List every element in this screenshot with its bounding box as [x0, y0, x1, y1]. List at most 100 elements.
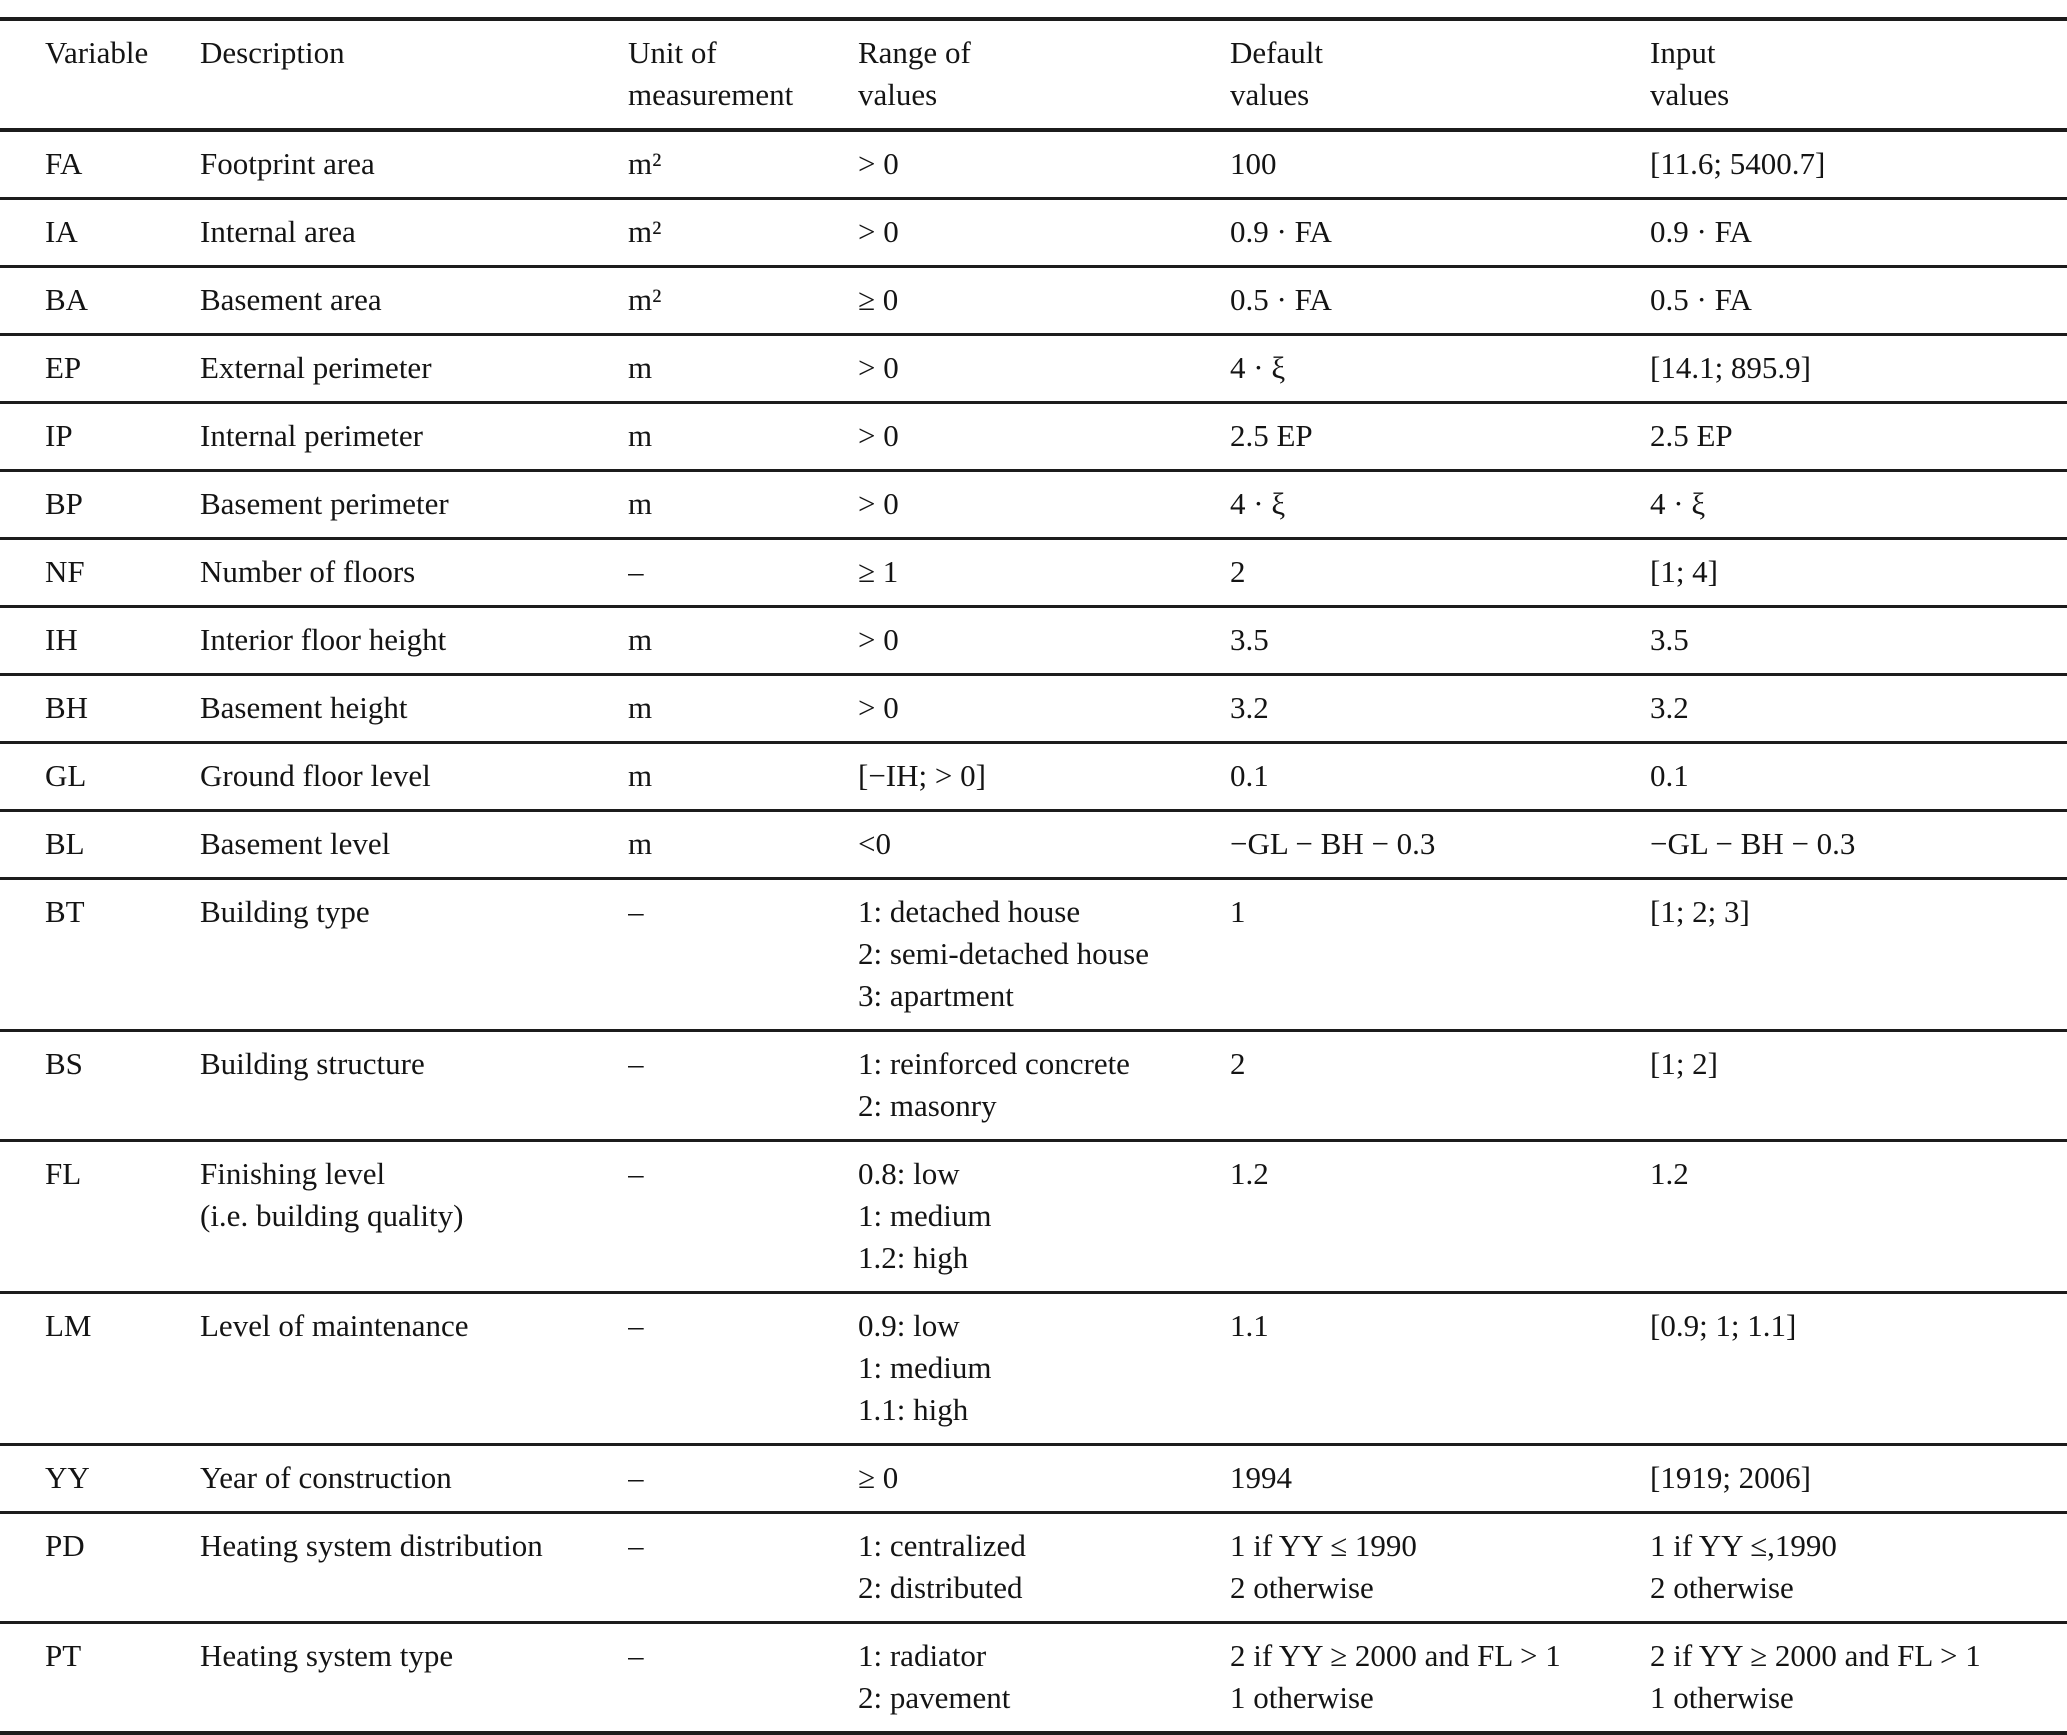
cell-description: Level of maintenance	[200, 1308, 469, 1343]
cell-variable: YY	[45, 1460, 90, 1495]
cell-unit: –	[628, 1046, 644, 1081]
cell-default: 100	[1230, 146, 1277, 181]
table-header: Variable Description Unit of measurement…	[0, 19, 2067, 130]
column-header-range: Range of values	[858, 35, 971, 112]
table-row: BP Basement perimeter m > 0 4 · ξ 4 · ξ	[0, 470, 2067, 539]
cell-input: [1; 2]	[1650, 1046, 1719, 1081]
cell-variable: BA	[45, 282, 89, 317]
cell-unit: m	[628, 826, 653, 861]
table-row: BT Building type – 1: detached house 2: …	[0, 878, 2067, 1031]
table-row: NF Number of floors – ≥ 1 2 [1; 4]	[0, 538, 2067, 607]
cell-default: 1	[1230, 894, 1246, 929]
cell-unit: m	[628, 690, 653, 725]
table-row: IP Internal perimeter m > 0 2.5 EP 2.5 E…	[0, 402, 2067, 471]
table-row: YY Year of construction – ≥ 0 1994 [1919…	[0, 1444, 2067, 1513]
table-row: FL Finishing level (i.e. building qualit…	[0, 1140, 2067, 1293]
cell-input: −GL − BH − 0.3	[1650, 826, 1856, 861]
cell-default: 1994	[1230, 1460, 1292, 1495]
cell-default: 4 · ξ	[1230, 486, 1286, 521]
cell-description: External perimeter	[200, 350, 432, 385]
column-header-description: Description	[200, 35, 345, 70]
cell-unit: m	[628, 758, 653, 793]
cell-range: ≥ 0	[858, 1460, 899, 1495]
column-header-variable: Variable	[45, 35, 149, 70]
cell-input: 3.5	[1650, 622, 1689, 657]
cell-variable: BH	[45, 690, 89, 725]
cell-input: 2.5 EP	[1650, 418, 1733, 453]
table-row: BA Basement area m² ≥ 0 0.5 · FA 0.5 · F…	[0, 266, 2067, 335]
table-row: IH Interior floor height m > 0 3.5 3.5	[0, 606, 2067, 675]
cell-unit: –	[628, 1638, 644, 1673]
cell-variable: IP	[45, 418, 73, 453]
cell-description: Internal area	[200, 214, 356, 249]
cell-default: 2	[1230, 554, 1246, 589]
cell-variable: PD	[45, 1528, 85, 1563]
cell-description: Heating system type	[200, 1638, 454, 1673]
cell-input: [1919; 2006]	[1650, 1460, 1812, 1495]
table-row: IA Internal area m² > 0 0.9 · FA 0.9 · F…	[0, 198, 2067, 267]
cell-variable: BL	[45, 826, 85, 861]
cell-description: Internal perimeter	[200, 418, 423, 453]
table-row: GL Ground floor level m [−IH; > 0] 0.1 0…	[0, 742, 2067, 811]
table-row: FA Footprint area m² > 0 100 [11.6; 5400…	[0, 130, 2067, 199]
cell-description: Ground floor level	[200, 758, 431, 793]
cell-description: Year of construction	[200, 1460, 452, 1495]
cell-input: 3.2	[1650, 690, 1689, 725]
cell-range: ≥ 0	[858, 282, 899, 317]
cell-unit: m	[628, 350, 653, 385]
cell-default: 0.9 · FA	[1230, 214, 1332, 249]
cell-description: Finishing level (i.e. building quality)	[200, 1156, 464, 1233]
cell-unit: m²	[628, 214, 662, 249]
cell-input: 0.5 · FA	[1650, 282, 1752, 317]
cell-description: Interior floor height	[200, 622, 447, 657]
cell-range: ≥ 1	[858, 554, 899, 589]
cell-description: Footprint area	[200, 146, 375, 181]
cell-range: > 0	[858, 214, 899, 249]
cell-description: Basement height	[200, 690, 408, 725]
cell-variable: NF	[45, 554, 85, 589]
cell-range: 0.9: low 1: medium 1.1: high	[858, 1308, 992, 1427]
cell-input: 0.9 · FA	[1650, 214, 1752, 249]
cell-default: 3.2	[1230, 690, 1269, 725]
cell-input: [1; 4]	[1650, 554, 1719, 589]
cell-variable: BP	[45, 486, 83, 521]
cell-variable: IH	[45, 622, 78, 657]
cell-default: −GL − BH − 0.3	[1230, 826, 1436, 861]
cell-description: Building structure	[200, 1046, 425, 1081]
cell-input: 1 if YY ≤,1990 2 otherwise	[1650, 1528, 1837, 1605]
cell-description: Number of floors	[200, 554, 416, 589]
column-header-input: Input values	[1650, 35, 1730, 112]
cell-variable: GL	[45, 758, 87, 793]
cell-variable: FA	[45, 146, 83, 181]
cell-description: Basement level	[200, 826, 391, 861]
cell-unit: –	[628, 1460, 644, 1495]
cell-variable: IA	[45, 214, 78, 249]
cell-range: [−IH; > 0]	[858, 758, 986, 793]
cell-unit: –	[628, 1156, 644, 1191]
cell-input: [11.6; 5400.7]	[1650, 146, 1826, 181]
table-row: EP External perimeter m > 0 4 · ξ [14.1;…	[0, 334, 2067, 403]
cell-input: 0.1	[1650, 758, 1689, 793]
cell-range: 0.8: low 1: medium 1.2: high	[858, 1156, 992, 1275]
table-row: PD Heating system distribution – 1: cent…	[0, 1512, 2067, 1623]
cell-range: <0	[858, 826, 891, 861]
cell-input: [14.1; 895.9]	[1650, 350, 1812, 385]
cell-range: 1: reinforced concrete 2: masonry	[858, 1046, 1130, 1123]
variables-table: Variable Description Unit of measurement…	[0, 17, 2067, 1735]
cell-input: [1; 2; 3]	[1650, 894, 1750, 929]
cell-unit: –	[628, 894, 644, 929]
cell-range: > 0	[858, 350, 899, 385]
cell-unit: –	[628, 1528, 644, 1563]
cell-description: Heating system distribution	[200, 1528, 543, 1563]
cell-unit: –	[628, 1308, 644, 1343]
cell-default: 2.5 EP	[1230, 418, 1313, 453]
cell-description: Basement perimeter	[200, 486, 449, 521]
table-row: BL Basement level m <0 −GL − BH − 0.3 −G…	[0, 810, 2067, 879]
cell-range: > 0	[858, 146, 899, 181]
cell-variable: FL	[45, 1156, 82, 1191]
cell-input: [0.9; 1; 1.1]	[1650, 1308, 1797, 1343]
cell-input: 2 if YY ≥ 2000 and FL > 1 1 otherwise	[1650, 1638, 1981, 1715]
cell-range: 1: centralized 2: distributed	[858, 1528, 1026, 1605]
table-row: LM Level of maintenance – 0.9: low 1: me…	[0, 1292, 2067, 1445]
cell-range: 1: radiator 2: pavement	[858, 1638, 1011, 1715]
